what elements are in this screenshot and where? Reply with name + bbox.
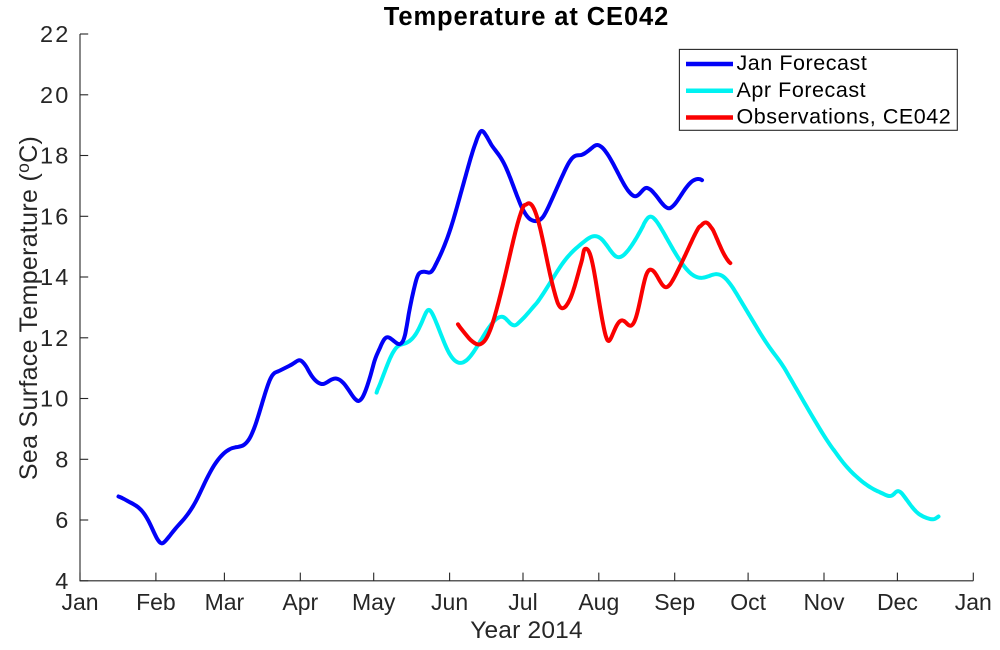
svg-text:22: 22	[40, 21, 71, 47]
svg-text:Jan Forecast: Jan Forecast	[737, 51, 868, 75]
svg-text:Apr: Apr	[282, 589, 318, 615]
svg-text:Nov: Nov	[804, 589, 845, 615]
svg-text:Sea Surface Temperature (oC): Sea Surface Temperature (oC)	[13, 136, 43, 480]
svg-text:Feb: Feb	[136, 589, 176, 615]
svg-text:Dec: Dec	[877, 589, 918, 615]
svg-text:8: 8	[55, 446, 70, 472]
svg-text:4: 4	[55, 568, 70, 594]
svg-text:Jan: Jan	[955, 589, 992, 615]
svg-text:Jan: Jan	[61, 589, 98, 615]
svg-text:12: 12	[40, 325, 71, 351]
svg-text:Observations, CE042: Observations, CE042	[737, 105, 952, 129]
svg-text:Year 2014: Year 2014	[470, 617, 583, 644]
svg-text:18: 18	[40, 143, 71, 169]
svg-text:May: May	[352, 589, 396, 615]
svg-text:Jul: Jul	[508, 589, 537, 615]
svg-text:20: 20	[40, 82, 71, 108]
svg-text:Apr Forecast: Apr Forecast	[737, 78, 867, 102]
svg-text:Temperature at CE042: Temperature at CE042	[384, 3, 669, 31]
svg-text:14: 14	[40, 264, 71, 290]
svg-text:6: 6	[55, 507, 70, 533]
svg-text:Aug: Aug	[578, 589, 619, 615]
svg-text:Mar: Mar	[205, 589, 245, 615]
svg-text:16: 16	[40, 203, 71, 229]
svg-text:10: 10	[40, 386, 71, 412]
svg-text:Jun: Jun	[431, 589, 468, 615]
svg-text:Sep: Sep	[654, 589, 695, 615]
svg-text:Oct: Oct	[730, 589, 766, 615]
